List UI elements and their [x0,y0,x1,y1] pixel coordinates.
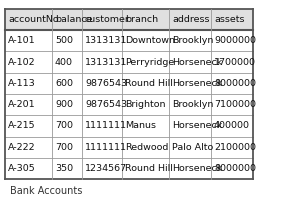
Text: 8000000: 8000000 [214,164,256,173]
Text: Perryridge: Perryridge [125,58,175,67]
Text: 9876543: 9876543 [85,100,127,109]
Text: accountNo: accountNo [8,15,59,24]
Text: Palo Alto: Palo Alto [172,143,213,152]
Text: A-201: A-201 [8,100,36,109]
Bar [5,94,253,115]
Text: A-101: A-101 [8,36,36,45]
Text: 400000: 400000 [214,121,250,130]
Text: 7100000: 7100000 [214,100,256,109]
Text: Horseneck: Horseneck [172,58,222,67]
Text: balance: balance [55,15,92,24]
Bar [5,51,253,73]
Text: Horseneck: Horseneck [172,164,222,173]
Text: A-113: A-113 [8,79,36,88]
Text: Brighton: Brighton [125,100,166,109]
Bar [5,73,253,94]
Bar [5,9,253,30]
Text: A-305: A-305 [8,164,36,173]
Text: customer: customer [85,15,130,24]
Text: 600: 600 [55,79,73,88]
Text: A-215: A-215 [8,121,36,130]
Text: Round Hill: Round Hill [125,164,173,173]
Text: 1313131: 1313131 [85,58,127,67]
Text: 9000000: 9000000 [214,36,256,45]
Text: 1111111: 1111111 [85,121,127,130]
Text: 1111111: 1111111 [85,143,127,152]
Text: 700: 700 [55,143,73,152]
Text: Horseneck: Horseneck [172,121,222,130]
Text: Bank Accounts: Bank Accounts [10,186,82,196]
Text: Downtown: Downtown [125,36,176,45]
Text: 8000000: 8000000 [214,79,256,88]
Text: Horseneck: Horseneck [172,79,222,88]
Text: Redwood: Redwood [125,143,169,152]
Text: Manus: Manus [125,121,156,130]
Text: 1313131: 1313131 [85,36,127,45]
Bar [5,115,253,137]
Text: 350: 350 [55,164,73,173]
Text: 1234567: 1234567 [85,164,127,173]
Text: A-222: A-222 [8,143,36,152]
Text: Brooklyn: Brooklyn [172,36,213,45]
Text: 2100000: 2100000 [214,143,256,152]
Text: address: address [172,15,209,24]
Text: Brooklyn: Brooklyn [172,100,213,109]
Text: 900: 900 [55,100,73,109]
Text: 400: 400 [55,58,73,67]
Text: 700: 700 [55,121,73,130]
Text: 1700000: 1700000 [214,58,256,67]
Text: 9876543: 9876543 [85,79,127,88]
Bar [5,158,253,179]
Text: 500: 500 [55,36,73,45]
Text: assets: assets [214,15,244,24]
Bar [5,137,253,158]
Text: Round Hill: Round Hill [125,79,173,88]
Bar [5,30,253,51]
Text: A-102: A-102 [8,58,36,67]
Text: branch: branch [125,15,158,24]
